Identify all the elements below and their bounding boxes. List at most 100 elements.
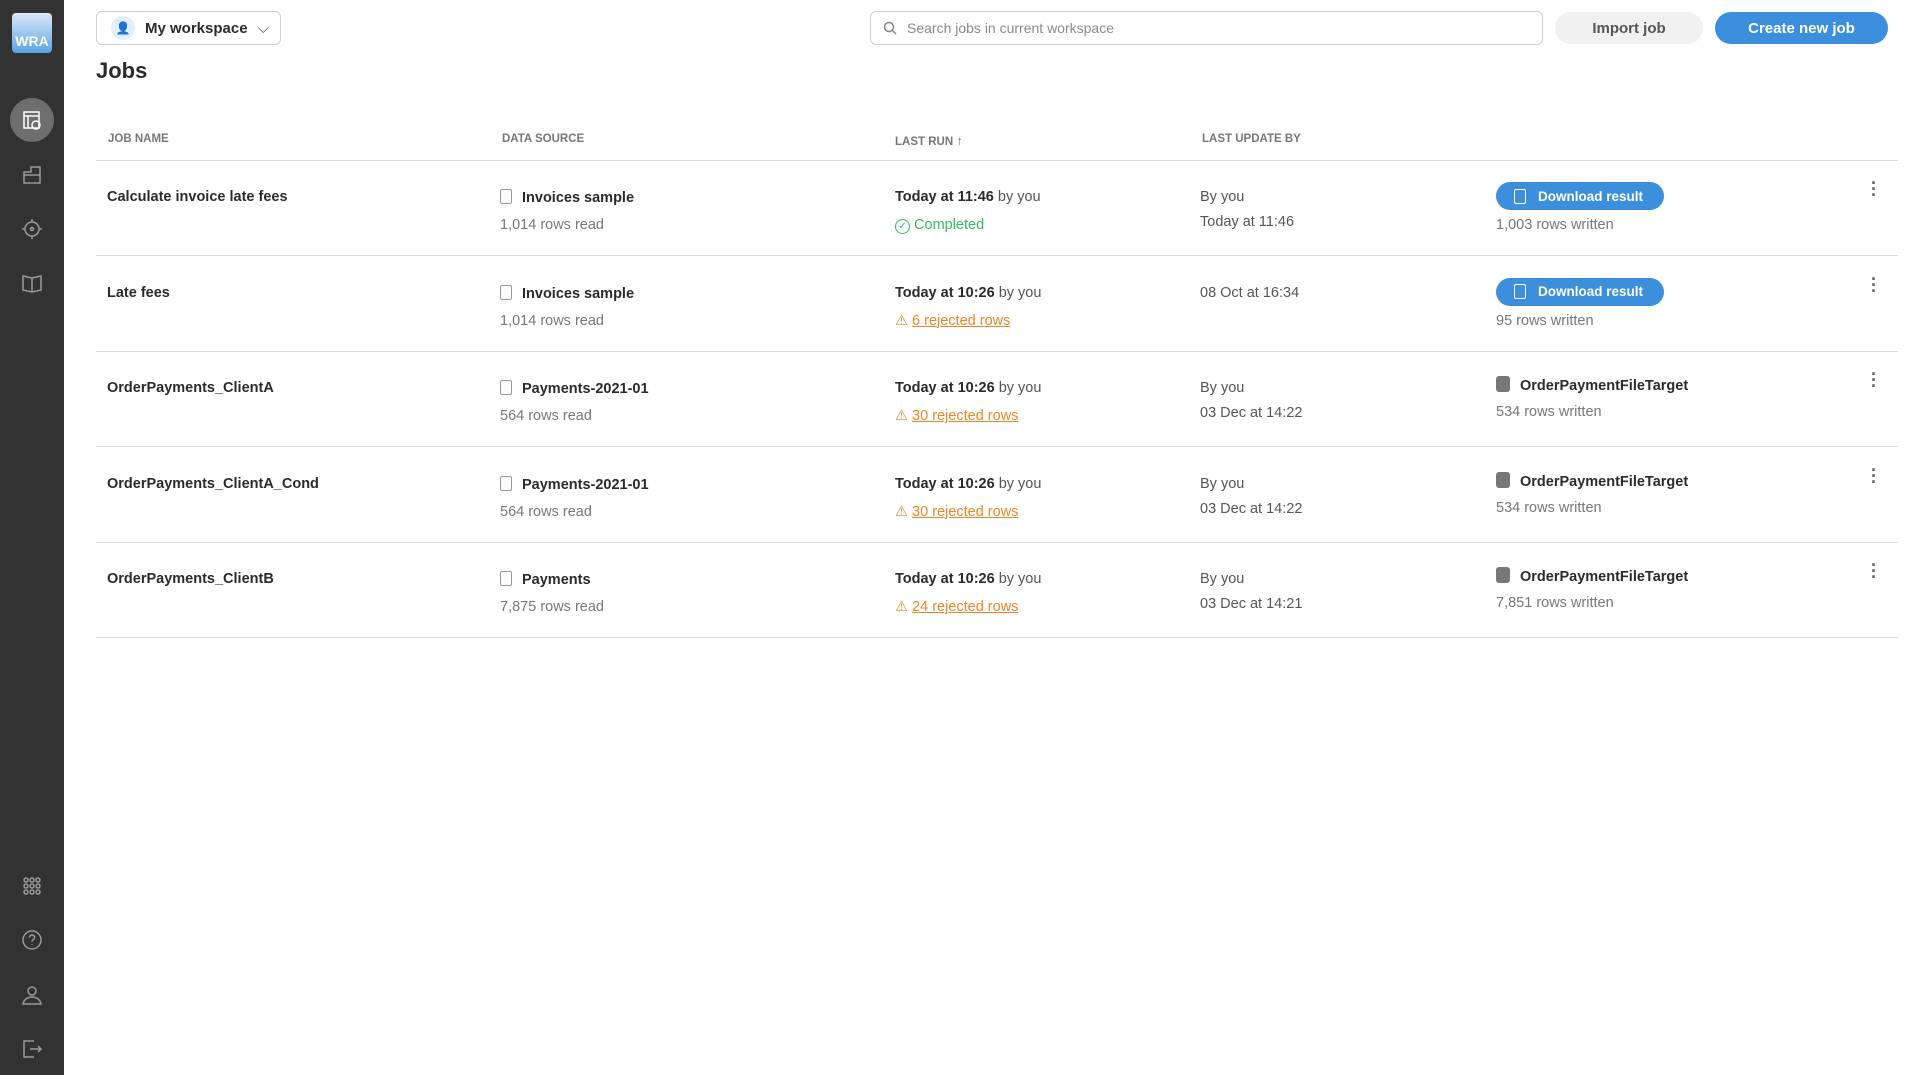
file-icon xyxy=(500,571,512,586)
rows-read: 1,014 rows read xyxy=(500,312,604,329)
target-name: OrderPaymentFileTarget xyxy=(1520,473,1689,490)
file-icon xyxy=(500,380,512,395)
chevron-down-icon: ⌵ xyxy=(257,19,269,37)
table-row[interactable]: OrderPayments_ClientA Payments-2021-01 5… xyxy=(96,351,1898,446)
table-row[interactable]: OrderPayments_ClientB Payments 7,875 row… xyxy=(96,542,1898,637)
run-time: Today at 10:26 xyxy=(895,475,995,492)
sidebar-item-jobs[interactable] xyxy=(10,98,54,142)
job-name[interactable]: Late fees xyxy=(107,284,170,301)
target[interactable]: OrderPaymentFileTarget xyxy=(1496,376,1688,394)
download-result-button[interactable]: Download result xyxy=(1496,182,1664,210)
run-status: ⚠ 24 rejected rows xyxy=(895,599,1018,615)
updated-at: 03 Dec at 14:22 xyxy=(1200,405,1303,421)
data-source-name: Payments xyxy=(522,572,591,588)
rows-read: 564 rows read xyxy=(500,408,592,424)
status-text[interactable]: 30 rejected rows xyxy=(912,408,1019,424)
run-time: Today at 10:26 xyxy=(895,284,995,301)
column-header-last-run[interactable]: LAST RUN ↑ xyxy=(895,133,963,148)
data-source: Payments-2021-01 xyxy=(500,475,649,493)
column-header-last-update-by[interactable]: LAST UPDATE BY xyxy=(1202,133,1301,145)
more-options-icon[interactable]: · · · xyxy=(1871,555,1877,587)
run-status: ✓ Completed xyxy=(895,217,984,234)
download-result-button[interactable]: Download result xyxy=(1496,277,1664,306)
divider xyxy=(96,160,1898,161)
file-target-icon xyxy=(1496,471,1510,488)
run-status: ⚠ 30 rejected rows xyxy=(895,504,1018,520)
run-status: ⚠ 6 rejected rows xyxy=(895,313,1010,329)
warning-icon: ⚠ xyxy=(895,503,908,520)
updated-by: By you xyxy=(1200,571,1245,587)
last-run: Today at 10:26 by you xyxy=(895,285,1041,301)
data-source: Payments xyxy=(500,571,591,588)
updated-at: 03 Dec at 14:22 xyxy=(1200,500,1303,517)
file-icon xyxy=(1514,188,1526,204)
run-time: Today at 10:26 xyxy=(895,571,995,587)
sidebar: WRA xyxy=(0,0,64,1075)
updated-at: 03 Dec at 14:21 xyxy=(1200,596,1303,612)
column-label: LAST RUN xyxy=(895,136,954,148)
column-header-job-name[interactable]: JOB NAME xyxy=(108,133,169,145)
apps-grid-icon xyxy=(23,877,41,895)
run-by: by you xyxy=(998,380,1042,396)
run-time: Today at 11:46 xyxy=(895,189,994,205)
status-text[interactable]: 6 rejected rows xyxy=(912,312,1011,329)
job-name[interactable]: Calculate invoice late fees xyxy=(107,189,288,205)
download-label: Download result xyxy=(1538,188,1644,204)
rows-written: 534 rows written xyxy=(1496,404,1602,420)
search-input[interactable]: Search jobs in current workspace xyxy=(870,11,1543,45)
page-title: Jobs xyxy=(96,58,148,83)
target[interactable]: OrderPaymentFileTarget xyxy=(1496,471,1689,490)
crosshair-icon xyxy=(22,219,42,239)
logout-button[interactable] xyxy=(10,1027,54,1071)
target-name: OrderPaymentFileTarget xyxy=(1520,569,1689,585)
workspace-selector[interactable]: 👤 My workspace ⌵ xyxy=(96,11,281,45)
updated-by: By you xyxy=(1200,380,1245,396)
import-job-button[interactable]: Import job xyxy=(1555,12,1703,44)
sidebar-item-targets[interactable] xyxy=(10,207,54,251)
updated-by: 08 Oct at 16:34 xyxy=(1200,284,1300,301)
data-source-name: Payments-2021-01 xyxy=(522,476,649,493)
data-source-name: Invoices sample xyxy=(522,190,635,206)
last-run: Today at 10:26 by you xyxy=(895,571,1041,587)
rows-written: 1,003 rows written xyxy=(1496,217,1614,233)
job-name[interactable]: OrderPayments_ClientA xyxy=(107,380,274,396)
more-options-icon[interactable]: · · · xyxy=(1871,268,1877,301)
jobs-icon xyxy=(23,111,41,130)
last-run: Today at 10:26 by you xyxy=(895,476,1041,492)
status-text: Completed xyxy=(914,217,985,233)
table-row[interactable]: Late fees Invoices sample 1,014 rows rea… xyxy=(96,256,1898,351)
sidebar-item-docs[interactable] xyxy=(10,261,54,305)
profile-button[interactable] xyxy=(10,973,54,1017)
rows-read: 7,875 rows read xyxy=(500,599,604,615)
status-text[interactable]: 24 rejected rows xyxy=(912,599,1019,615)
rows-written: 95 rows written xyxy=(1496,312,1594,329)
create-new-job-button[interactable]: Create new job xyxy=(1715,12,1888,44)
table-row[interactable]: OrderPayments_ClientA_Cond Payments-2021… xyxy=(96,447,1898,542)
more-options-icon[interactable]: · · · xyxy=(1871,173,1877,205)
help-button[interactable] xyxy=(10,918,54,962)
user-icon xyxy=(22,986,42,1005)
job-name[interactable]: OrderPayments_ClientB xyxy=(107,571,274,587)
apps-button[interactable] xyxy=(10,864,54,908)
row-divider xyxy=(96,541,1898,543)
last-run: Today at 11:46 by you xyxy=(895,189,1041,205)
rows-written: 7,851 rows written xyxy=(1496,595,1614,611)
file-icon xyxy=(500,189,512,204)
sort-ascending-icon: ↑ xyxy=(956,133,963,148)
target[interactable]: OrderPaymentFileTarget xyxy=(1496,567,1688,585)
file-icon xyxy=(1514,284,1526,299)
more-options-icon[interactable]: · · · xyxy=(1871,364,1877,396)
sidebar-item-folders[interactable] xyxy=(10,153,54,197)
table-row[interactable]: Calculate invoice late fees Invoices sam… xyxy=(96,160,1898,255)
updated-by: By you xyxy=(1200,475,1245,492)
row-divider xyxy=(96,350,1898,352)
logout-icon xyxy=(23,1040,43,1058)
status-text[interactable]: 30 rejected rows xyxy=(912,503,1019,520)
search-icon xyxy=(883,21,897,35)
book-icon xyxy=(22,275,42,293)
column-header-data-source[interactable]: DATA SOURCE xyxy=(502,133,585,145)
row-divider xyxy=(96,255,1898,256)
check-circle-icon: ✓ xyxy=(895,219,910,234)
job-name[interactable]: OrderPayments_ClientA_Cond xyxy=(107,475,319,492)
more-options-icon[interactable]: · · · xyxy=(1871,459,1877,492)
